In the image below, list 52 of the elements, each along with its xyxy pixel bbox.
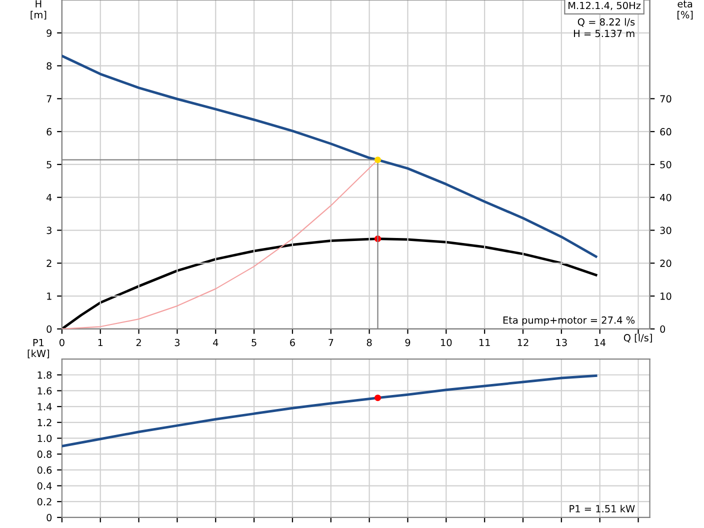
y-tick-label: 6	[46, 128, 52, 136]
y-tick-label: 7	[46, 95, 52, 102]
x-tick-label: 13	[556, 338, 567, 346]
x-tick-label: 5	[252, 338, 256, 346]
y2-axis-title: eta [%]	[677, 0, 693, 20]
y-tick-label: 0.2	[37, 498, 52, 506]
y-tick-label: 0.4	[37, 482, 52, 490]
x-tick-label: 7	[328, 338, 334, 346]
y2-tick-label: 20	[660, 260, 672, 267]
x-tick-label: 12	[518, 338, 528, 346]
y2-tick-label: 30	[660, 226, 672, 234]
y-tick-label: 8	[46, 62, 52, 70]
y2-tick-label: 40	[660, 194, 672, 202]
y-tick-label: 9	[46, 29, 52, 37]
y-tick-label: 0.6	[37, 466, 52, 474]
x-tick-label: 3	[174, 338, 180, 346]
y-tick-label: 1	[47, 292, 52, 300]
y-tick-label: 0	[46, 325, 52, 333]
x-tick-label: 6	[290, 338, 295, 346]
x-tick-label: 4	[213, 338, 218, 346]
y-tick-label: 3	[46, 226, 52, 234]
x-tick-label: 9	[405, 338, 410, 346]
x-tick-label: 0	[60, 338, 64, 346]
y2-tick-label: 10	[660, 292, 672, 300]
x-tick-label: 2	[136, 338, 141, 346]
y-tick-label: 0.8	[37, 450, 52, 458]
annotation: Q = 8.22 l/s	[578, 18, 635, 27]
annotation: Eta pump+motor = 27.4 %	[503, 316, 635, 326]
y-tick-label: 1.0	[38, 434, 52, 442]
y-axis-title: H [m]	[30, 0, 46, 20]
annotation: M.12.1.4, 50Hz	[568, 2, 641, 10]
y-tick-label: 0	[46, 514, 52, 522]
y-tick-label: 5	[46, 161, 52, 168]
y-tick-label: 1.2	[38, 418, 52, 426]
x-axis-title: Q [l/s]	[624, 334, 652, 343]
x-tick-label: 10	[441, 338, 452, 346]
y2-tick-label: 0	[660, 325, 666, 333]
y-tick-label: 1.6	[38, 387, 52, 395]
y-tick-label: 1.8	[38, 371, 52, 379]
x-tick-label: 1	[98, 338, 103, 346]
y-axis-title: P1 [kW]	[28, 339, 50, 358]
y2-tick-label: 50	[660, 160, 672, 168]
y2-tick-label: 70	[660, 95, 672, 103]
y-tick-label: 4	[46, 194, 52, 202]
y-tick-label: 1.4	[38, 403, 52, 410]
x-tick-label: 8	[366, 338, 372, 346]
x-tick-label: 11	[479, 338, 490, 346]
x-tick-label: 14	[594, 338, 606, 346]
y-tick-label: 2	[46, 260, 52, 267]
y2-tick-label: 60	[660, 128, 672, 136]
annotation: H = 5.137 m	[574, 30, 634, 38]
annotation: P1 = 1.51 kW	[570, 504, 635, 512]
